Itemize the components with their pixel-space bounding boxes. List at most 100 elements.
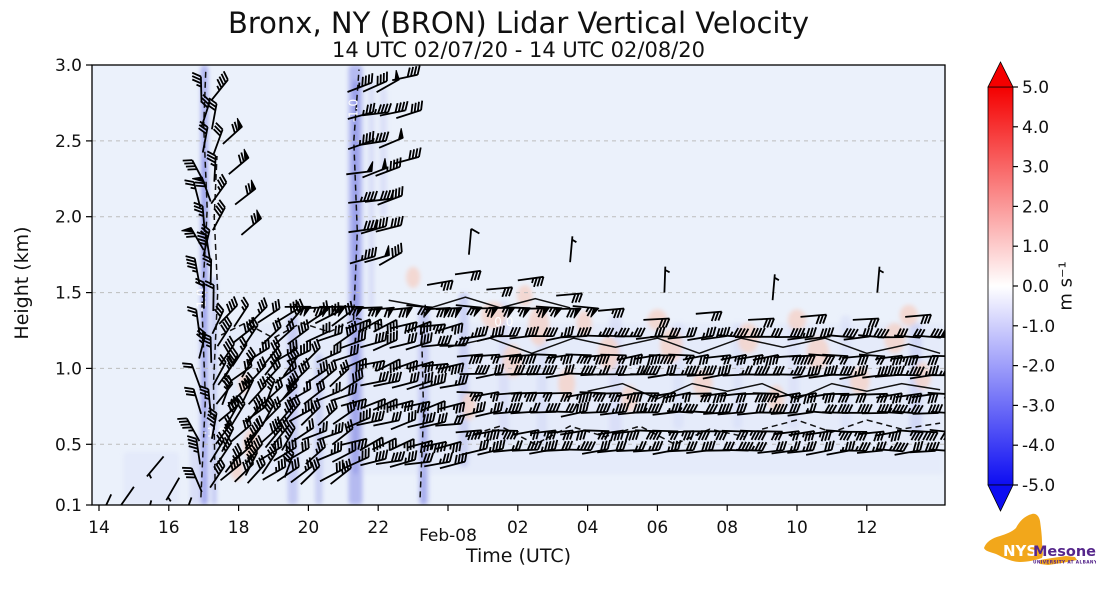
updraft-patch <box>598 336 619 370</box>
wind-barb <box>546 403 578 413</box>
colorbar-tick-label: -5.0 <box>1022 476 1055 496</box>
x-tick-label: 08 <box>716 518 738 538</box>
chart-subtitle: 14 UTC 02/07/20 - 14 UTC 02/08/20 <box>332 38 705 62</box>
wind-barb <box>652 402 683 416</box>
wind-barb <box>344 447 370 469</box>
long-island-shape <box>1040 556 1077 565</box>
wind-barb <box>341 437 368 450</box>
wind-barb <box>876 266 885 293</box>
wind-barb <box>722 441 754 452</box>
wind-barb <box>244 444 259 476</box>
wind-barb <box>752 392 780 403</box>
wind-barb <box>635 326 666 340</box>
wind-barb <box>700 326 731 341</box>
wind-barb <box>475 363 505 380</box>
wind-barb <box>358 359 386 372</box>
wind-barb <box>186 305 201 336</box>
wind-barb <box>439 401 466 414</box>
contour-line <box>447 337 941 355</box>
wind-barb <box>234 183 257 206</box>
wind-barb <box>439 452 468 470</box>
wind-barb <box>274 299 299 324</box>
wind-barb <box>301 421 328 441</box>
wind-barb <box>332 343 360 363</box>
wind-barb <box>291 418 315 443</box>
wind-barb <box>613 429 640 442</box>
wind-barb <box>736 441 768 452</box>
wind-barb <box>211 302 225 335</box>
wind-barb <box>652 439 682 456</box>
wind-barb <box>435 440 462 454</box>
wind-barb <box>105 494 113 505</box>
wind-barb <box>874 365 905 378</box>
wind-barb <box>290 457 313 484</box>
wind-barb <box>740 429 767 441</box>
wind-barb <box>316 440 343 462</box>
wind-barb <box>305 437 327 465</box>
wind-barb <box>897 429 924 442</box>
wind-barb <box>843 327 874 341</box>
wind-barb <box>282 346 300 377</box>
wind-barb <box>348 219 378 234</box>
wind-barb <box>230 375 251 404</box>
wind-barb <box>231 335 248 367</box>
wind-barb <box>390 410 417 431</box>
colorbar-tick-label: -3.0 <box>1022 396 1055 416</box>
wind-barb <box>375 215 404 233</box>
wind-barb <box>218 335 235 367</box>
wind-barb <box>546 353 574 365</box>
wind-barb <box>241 346 257 378</box>
wind-barb <box>704 354 732 365</box>
wind-barb <box>281 419 296 451</box>
wind-barb <box>182 362 202 389</box>
wind-barb <box>359 436 385 452</box>
wind-barb <box>302 306 329 317</box>
wind-barb <box>282 394 301 424</box>
wind-barb <box>756 430 784 441</box>
downdraft-streak <box>379 87 387 217</box>
wind-barb <box>839 364 869 380</box>
wind-barb <box>893 366 925 377</box>
wind-barb <box>650 327 682 338</box>
wind-barb <box>877 441 909 453</box>
wind-barb <box>861 403 893 415</box>
wind-barb <box>379 100 409 117</box>
wind-barb <box>396 100 424 119</box>
wind-barb <box>362 167 387 179</box>
wind-barb <box>305 300 329 326</box>
wind-barb <box>734 327 766 338</box>
wind-barb <box>314 302 340 325</box>
wind-barb <box>669 365 700 376</box>
wind-barb <box>331 419 354 446</box>
y-tick-label: 1.0 <box>55 359 82 379</box>
wind-barb <box>165 477 181 502</box>
wind-barb <box>720 392 747 404</box>
wind-barb <box>666 403 699 414</box>
wind-barb <box>805 440 835 456</box>
wind-barb <box>874 430 902 442</box>
wind-barb <box>182 159 206 184</box>
wind-barb <box>420 400 446 414</box>
wind-barb <box>378 136 404 149</box>
wind-barb <box>228 152 250 175</box>
wind-barb <box>892 404 924 415</box>
wind-barb <box>530 353 558 365</box>
wind-barb <box>617 402 648 416</box>
wind-barb <box>616 440 647 452</box>
x-tick-label: 14 <box>88 518 110 538</box>
x-tick-label: 06 <box>647 518 669 538</box>
wind-barb <box>285 298 305 328</box>
wind-barb <box>858 430 885 442</box>
y-tick-label: 1.5 <box>55 284 82 304</box>
wind-barb <box>221 420 235 452</box>
wind-barb <box>206 406 218 439</box>
wind-barb <box>542 440 574 452</box>
wind-barb <box>894 328 926 339</box>
wind-barb <box>597 440 628 454</box>
wind-barb <box>486 286 514 298</box>
wind-barb <box>717 327 750 338</box>
wind-barb <box>572 305 599 317</box>
wind-barb <box>565 353 593 365</box>
wind-barb <box>360 131 390 146</box>
